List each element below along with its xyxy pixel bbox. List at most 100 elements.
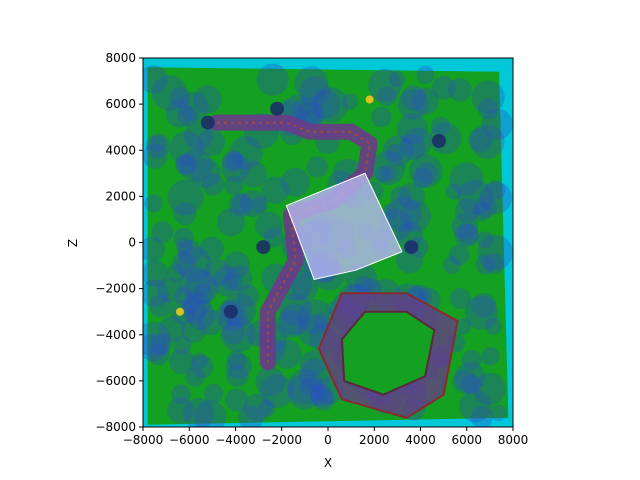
coverage-circle <box>143 236 165 262</box>
coverage-circle <box>157 277 183 303</box>
coverage-circle <box>193 400 227 427</box>
y-tick-label: −8000 <box>95 420 136 434</box>
coverage-circle <box>256 63 289 96</box>
coverage-circle <box>216 208 245 237</box>
coverage-circle <box>149 294 173 318</box>
coverage-circle <box>258 399 276 417</box>
coverage-circle <box>401 85 427 111</box>
coverage-circle <box>375 166 392 183</box>
coverage-circle <box>181 298 207 323</box>
coverage-circle <box>310 384 334 408</box>
coverage-circle <box>294 66 329 101</box>
coverage-circle <box>197 128 225 157</box>
coverage-circle <box>158 315 185 342</box>
coverage-circle <box>236 284 260 307</box>
coverage-circle <box>299 76 331 107</box>
y-axis: −8000 −6000 −4000 −2000 0 2000 4000 6000 8000 <box>95 51 143 434</box>
coverage-circle <box>263 227 284 248</box>
coverage-circle <box>283 94 311 123</box>
coverage-circle <box>172 335 192 355</box>
coverage-circle <box>174 287 192 305</box>
coverage-circle <box>272 339 302 369</box>
coverage-circle <box>143 260 169 287</box>
y-tick-label: 0 <box>128 236 136 250</box>
coverage-circle <box>300 378 317 396</box>
coverage-circle <box>445 183 462 200</box>
y-axis-label: Z <box>66 239 80 247</box>
coverage-circle <box>490 404 507 422</box>
coverage-circle <box>370 150 406 186</box>
yellow-marker <box>176 307 184 316</box>
coverage-circle <box>397 113 428 145</box>
coverage-circle <box>471 80 505 114</box>
coverage-circle <box>411 87 439 115</box>
coverage-circle <box>243 393 272 422</box>
coverage-circle <box>238 405 264 427</box>
coverage-circle <box>167 397 195 424</box>
coverage-circle <box>145 133 171 159</box>
coverage-circle <box>457 179 493 215</box>
coverage-circle <box>412 168 433 188</box>
coverage-circle <box>149 135 166 153</box>
coverage-circle <box>430 116 450 136</box>
coverage-circle <box>287 368 324 405</box>
coverage-circle <box>377 86 397 107</box>
coverage-circle <box>182 295 201 314</box>
coverage-circle <box>484 317 503 335</box>
coverage-circle <box>190 355 214 379</box>
coverage-circle <box>470 405 493 427</box>
x-tick-label: 4000 <box>405 433 436 447</box>
coverage-circle <box>199 236 225 261</box>
coverage-circle <box>483 253 505 274</box>
coverage-circle <box>183 397 215 427</box>
coverage-circle <box>459 389 492 423</box>
coverage-circle <box>474 195 498 219</box>
coverage-circle <box>355 275 373 294</box>
y-tick-label: 4000 <box>105 143 136 157</box>
coverage-circle <box>169 131 204 166</box>
coverage-circle <box>416 65 435 84</box>
coverage-circle <box>476 231 494 249</box>
coverage-circle <box>481 108 513 140</box>
coverage-circle <box>177 105 198 126</box>
coverage-circle <box>221 274 238 292</box>
coverage-circle <box>454 362 485 393</box>
coverage-circle <box>228 192 254 218</box>
coverage-circle <box>180 317 207 343</box>
coverage-circle <box>297 315 330 347</box>
coverage-circle <box>226 364 249 387</box>
coverage-circle <box>179 149 213 183</box>
coverage-circle <box>165 99 194 128</box>
x-tick-label: 2000 <box>359 433 390 447</box>
coverage-circle <box>260 374 294 408</box>
object-marker <box>256 240 271 255</box>
coverage-circle <box>297 299 333 335</box>
coverage-circle <box>239 190 267 217</box>
coverage-circle <box>212 266 242 297</box>
coverage-circle <box>226 265 253 292</box>
coverage-circle <box>448 78 472 102</box>
coverage-circle <box>143 333 168 362</box>
coverage-circle <box>276 310 305 338</box>
coverage-circle <box>371 106 392 128</box>
coverage-circle <box>300 350 326 377</box>
coverage-circle <box>150 333 173 355</box>
coverage-circle <box>312 87 349 123</box>
coverage-circle <box>341 93 359 110</box>
coverage-circle <box>193 85 222 114</box>
object-marker <box>432 134 446 148</box>
coverage-circle <box>225 151 244 170</box>
coverage-circle <box>186 300 216 330</box>
coverage-circle <box>143 321 171 357</box>
coverage-circle <box>399 134 426 161</box>
coverage-circle <box>226 353 252 380</box>
x-axis-label: X <box>324 456 332 470</box>
x-axis: −8000 −6000 −4000 −2000 0 2000 4000 6000 8000 <box>123 427 528 447</box>
y-tick-label: 8000 <box>105 51 136 65</box>
x-tick-label: −8000 <box>123 433 164 447</box>
coverage-circle <box>261 176 290 204</box>
coverage-circle <box>226 350 246 370</box>
coverage-circle <box>229 136 263 170</box>
coverage-circle <box>191 352 208 369</box>
coverage-circle <box>470 124 505 159</box>
